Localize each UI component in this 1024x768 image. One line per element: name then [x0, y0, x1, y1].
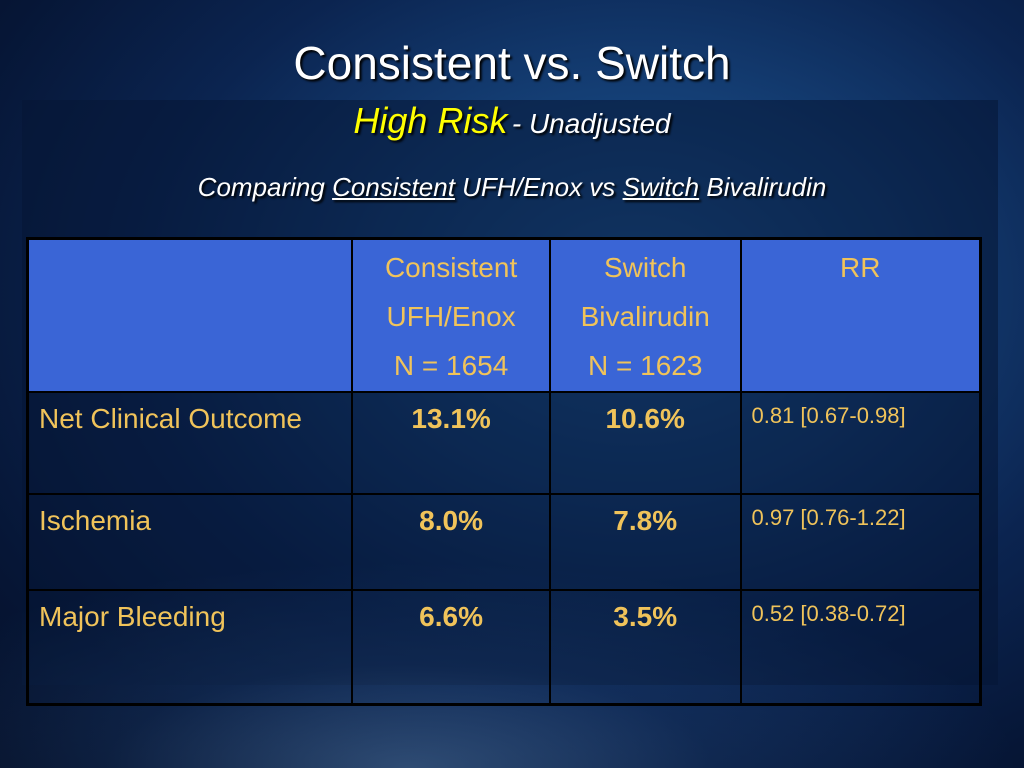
row-label: Ischemia — [26, 493, 354, 591]
subtitle-adjustment: - Unadjusted — [511, 108, 671, 139]
header-consistent-line: Consistent — [384, 252, 518, 283]
header-switch-line: N = 1623 — [587, 350, 703, 381]
rr-value: 0.97 [0.76-1.22] — [739, 493, 982, 591]
results-table: Consistent UFH/Enox N = 1654 Switch Biva… — [26, 237, 982, 706]
table-row: Net Clinical Outcome 13.1% 10.6% 0.81 [0… — [26, 391, 982, 495]
header-consistent-line: N = 1654 — [393, 350, 509, 381]
header-rr-line: RR — [840, 252, 881, 283]
subtitle-risk: High Risk — [353, 100, 508, 141]
switch-value: 7.8% — [548, 493, 742, 591]
consistent-value: 13.1% — [351, 391, 551, 495]
caption-consistent: Consistent — [332, 172, 455, 202]
comparison-caption: Comparing Consistent UFH/Enox vs Switch … — [0, 172, 1024, 203]
slide-title: Consistent vs. Switch — [293, 37, 731, 89]
header-switch: Switch Bivalirudin N = 1623 — [548, 237, 742, 393]
table-row: Major Bleeding 6.6% 3.5% 0.52 [0.38-0.72… — [26, 589, 982, 706]
switch-value: 10.6% — [548, 391, 742, 495]
header-consistent-line: UFH/Enox — [386, 301, 516, 332]
consistent-value: 8.0% — [351, 493, 551, 591]
rr-value: 0.81 [0.67-0.98] — [739, 391, 982, 495]
header-switch-line: Switch — [603, 252, 687, 283]
row-label: Net Clinical Outcome — [26, 391, 354, 495]
consistent-value: 6.6% — [351, 589, 551, 706]
caption-suffix: Bivalirudin — [706, 172, 827, 202]
header-consistent: Consistent UFH/Enox N = 1654 — [351, 237, 551, 393]
switch-value: 3.5% — [548, 589, 742, 706]
row-label: Major Bleeding — [26, 589, 354, 706]
header-rr: RR — [739, 237, 982, 393]
header-switch-line: Bivalirudin — [580, 301, 710, 332]
caption-switch: Switch — [622, 172, 700, 202]
table-row: Ischemia 8.0% 7.8% 0.97 [0.76-1.22] — [26, 493, 982, 591]
rr-value: 0.52 [0.38-0.72] — [739, 589, 982, 706]
slide-subtitle: High Risk - Unadjusted — [0, 100, 1024, 142]
caption-middle: UFH/Enox vs — [462, 172, 616, 202]
table-header-row: Consistent UFH/Enox N = 1654 Switch Biva… — [26, 237, 982, 393]
caption-prefix: Comparing — [197, 172, 325, 202]
header-empty-cell — [26, 237, 354, 393]
